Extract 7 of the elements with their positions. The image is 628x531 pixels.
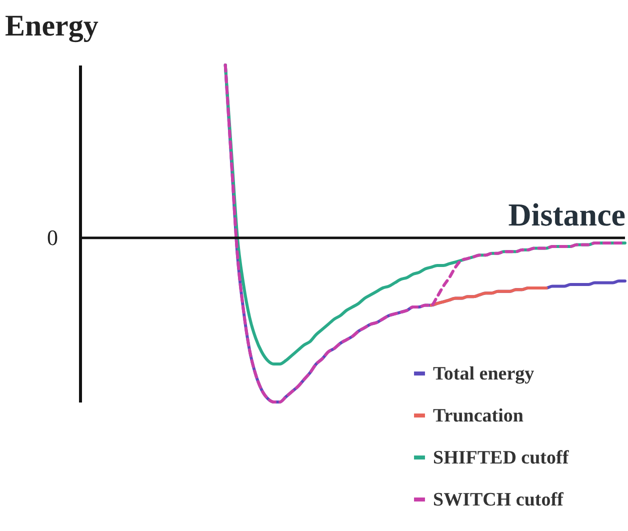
- legend-label: Total energy: [433, 364, 535, 384]
- chart-title: Energy: [5, 10, 98, 42]
- x-axis-title: Distance: [508, 196, 626, 232]
- legend-label: Truncation: [433, 406, 524, 426]
- legend-label: SHIFTED cutoff: [433, 448, 570, 468]
- text: 0: [47, 224, 58, 250]
- legend-label: SWITCH cutoff: [433, 490, 564, 510]
